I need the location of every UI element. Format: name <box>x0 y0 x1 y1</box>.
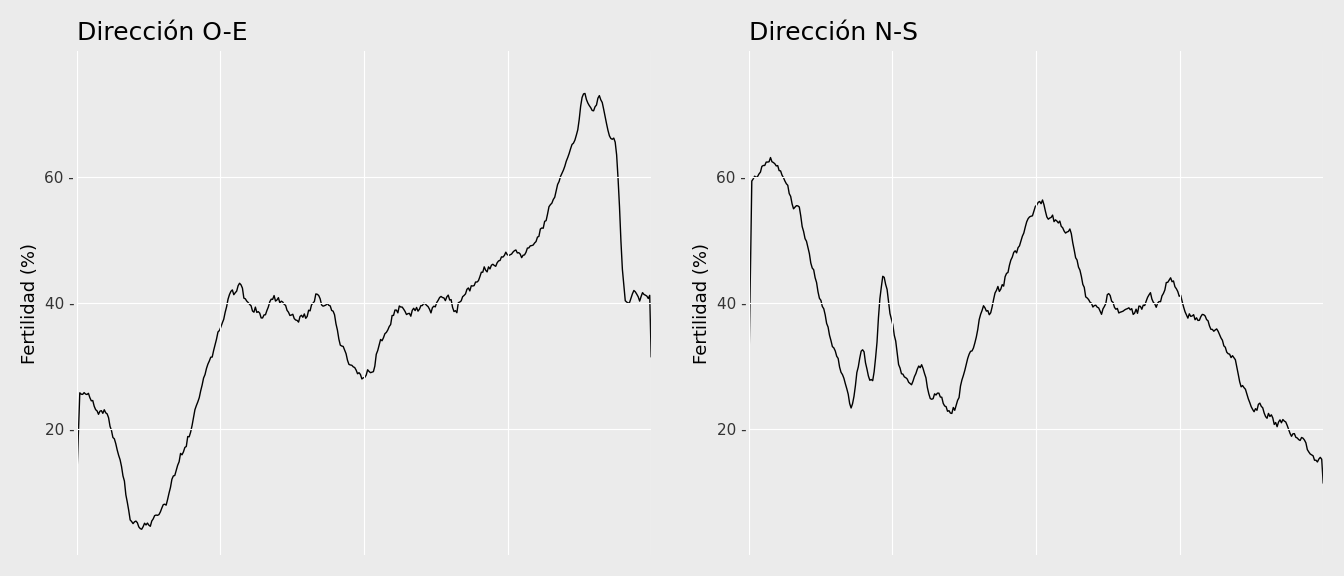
Y-axis label: Fertilidad (%): Fertilidad (%) <box>22 242 39 363</box>
Text: Dirección N-S: Dirección N-S <box>749 21 918 45</box>
Y-axis label: Fertilidad (%): Fertilidad (%) <box>694 242 711 363</box>
Text: Dirección O-E: Dirección O-E <box>77 21 247 45</box>
